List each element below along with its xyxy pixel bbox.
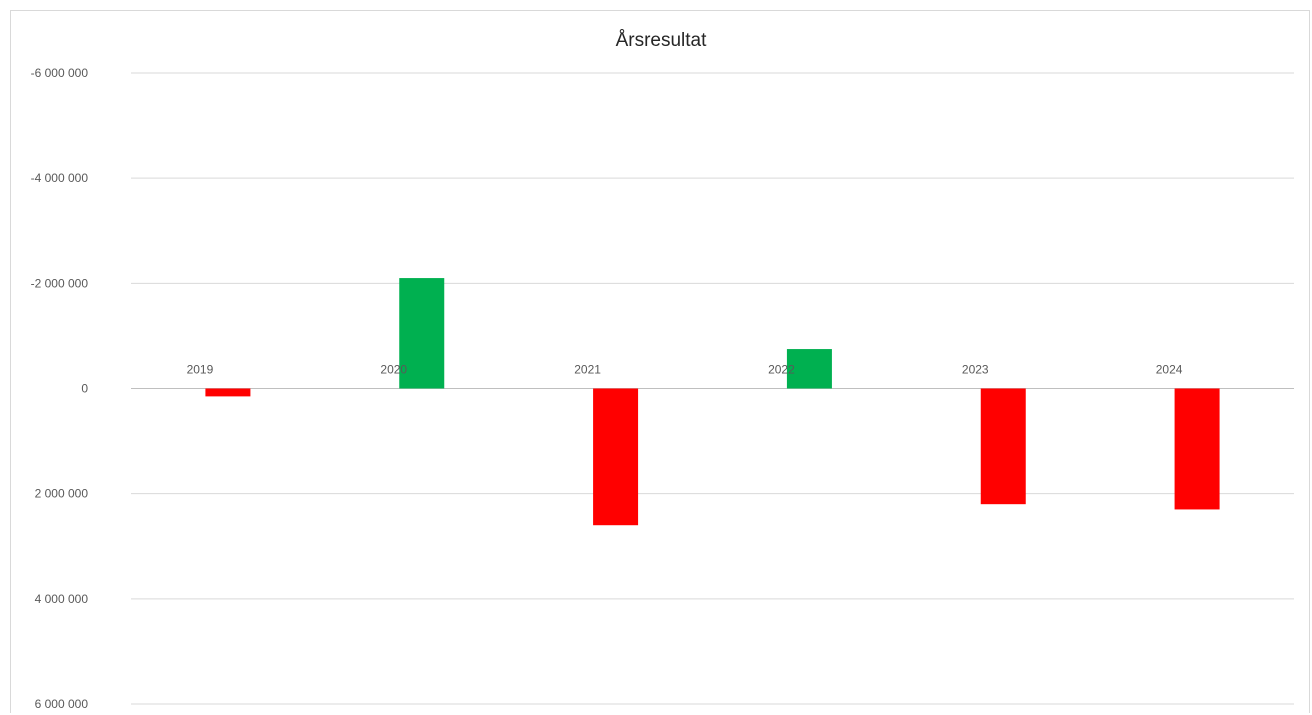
- bar-2021: [593, 388, 639, 526]
- chart-title: Årsresultat: [615, 30, 707, 51]
- bar-2023: [980, 388, 1026, 505]
- y-tick-label: 0: [81, 382, 88, 396]
- y-tick-label: 2 000 000: [35, 487, 89, 501]
- x-tick-label: 2024: [1156, 363, 1183, 377]
- bar-2020: [399, 278, 445, 389]
- y-tick-label: 6 000 000: [35, 697, 89, 711]
- bar-2024: [1174, 388, 1220, 510]
- x-tick-label: 2019: [187, 363, 214, 377]
- y-tick-label: -2 000 000: [31, 276, 89, 290]
- x-tick-label: 2023: [962, 363, 989, 377]
- y-tick-label: -4 000 000: [31, 171, 89, 185]
- x-tick-label: 2020: [380, 363, 407, 377]
- y-tick-label: 4 000 000: [35, 592, 89, 606]
- bar-2019: [205, 388, 251, 397]
- y-tick-label: -6 000 000: [31, 66, 89, 80]
- bar-2022: [786, 349, 832, 389]
- x-tick-label: 2021: [574, 363, 601, 377]
- gridlines: [131, 72, 1294, 705]
- chart-frame: [10, 10, 1310, 713]
- y-axis-ticks: -6 000 000 -4 000 000 -2 000 000 0 2 000 000…: [31, 66, 89, 711]
- x-axis-ticks: 2019 2020 2021 2022 2023 2024: [187, 363, 1183, 377]
- x-tick-label: 2022: [768, 363, 795, 377]
- bars: [205, 278, 1220, 526]
